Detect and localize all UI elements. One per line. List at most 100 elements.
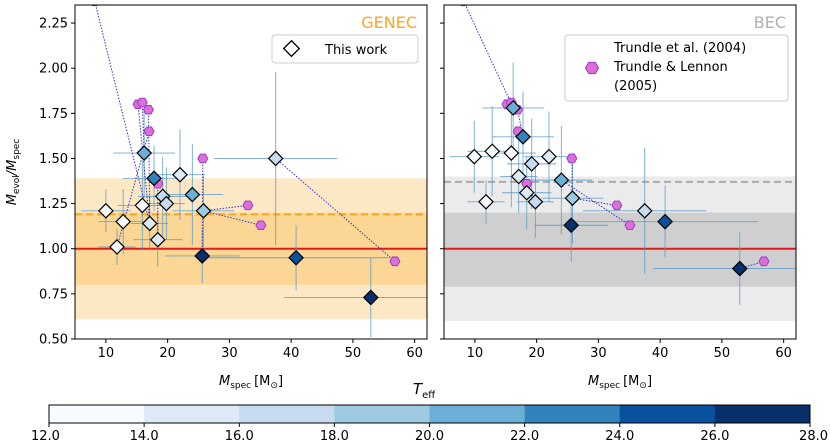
data-point: [523, 155, 540, 172]
colorbar-tick-label: 16.0: [225, 429, 254, 442]
x-tick-label: 60: [775, 346, 792, 361]
data-point: [184, 186, 201, 203]
x-tick-label: 40: [652, 346, 669, 361]
colorbar-bin: [144, 405, 240, 423]
data-point: [288, 249, 305, 266]
data-point: [149, 231, 166, 248]
literature-point: [255, 220, 267, 231]
x-tick-label: 20: [528, 346, 545, 361]
y-label-sub: evol: [12, 175, 22, 194]
genec-title: GENEC: [361, 13, 417, 32]
x-tick-label: 10: [98, 346, 115, 361]
y-tick-label: 2.00: [39, 62, 68, 77]
data-point: [484, 143, 501, 160]
genec-legend-label: This work: [324, 43, 388, 58]
x-label-sun: ⊙: [639, 381, 647, 391]
colorbar-tick-label: 12.0: [31, 429, 60, 442]
this-work-marker: [282, 39, 301, 58]
literature-point: [758, 256, 770, 267]
literature-point: [242, 200, 254, 211]
data-point: [503, 145, 520, 161]
x-tick-label: 50: [345, 346, 362, 361]
colorbar-bin: [334, 405, 430, 423]
data-point: [97, 202, 114, 219]
colorbar-tick-label: 24.0: [605, 429, 634, 442]
x-tick-label: 40: [283, 346, 300, 361]
data-point: [564, 190, 581, 207]
colorbar-bin: [619, 405, 716, 423]
literature-link: [203, 204, 248, 212]
bec-axes: 10 20 30 40 50 60: [440, 22, 792, 361]
colorbar-bin: [239, 405, 335, 423]
data-point: [109, 239, 125, 255]
bec-x-axis-label: Mspec [M⊙]: [588, 374, 652, 391]
data-point: [731, 260, 748, 277]
data-point: [172, 166, 188, 183]
data-point: [136, 145, 153, 161]
bec-title: BEC: [754, 13, 786, 32]
bec-plot-frame: [443, 4, 797, 340]
bec-legend-label-1: Trundle et al. (2004): [613, 41, 746, 56]
bec-legend-label-2: Trundle & Lennon: [613, 60, 728, 75]
data-point: [362, 289, 379, 306]
data-point: [115, 213, 132, 230]
literature-point: [197, 153, 209, 164]
genec-x-axis-label: Mspec [M⊙]: [219, 374, 283, 391]
y-label-sep: /M: [5, 160, 20, 177]
data-point: [657, 213, 674, 230]
x-tick-label: 10: [467, 346, 484, 361]
data-point: [194, 248, 211, 264]
literature-link: [464, 5, 514, 109]
x-label-m: M: [588, 374, 599, 389]
data-point: [553, 172, 570, 189]
bec-legend: Trundle et al. (2004) Trundle & Lennon (…: [564, 34, 789, 102]
x-label-unit: [M: [254, 374, 270, 389]
data-point: [478, 193, 494, 210]
y-tick-label: 2.25: [39, 17, 68, 32]
bec-uncertainty-bands: [444, 176, 796, 321]
literature-link: [203, 210, 262, 226]
y-tick-label: 0.75: [39, 287, 68, 302]
colorbar-label: Teff: [413, 380, 436, 401]
y-tick-label: 1.75: [39, 107, 68, 122]
y-tick-label: 1.50: [39, 152, 68, 167]
data-point: [518, 184, 535, 201]
bec-data-points: [460, 5, 770, 277]
data-point: [541, 148, 557, 165]
colorbar-tick-label: 22.0: [510, 429, 539, 442]
literature-point: [143, 126, 155, 137]
literature-point: [566, 153, 578, 164]
x-label-close: ]: [278, 374, 283, 389]
data-point: [146, 170, 162, 187]
x-tick-label: 30: [590, 346, 607, 361]
data-point: [505, 99, 522, 116]
y-tick-label: 1.00: [39, 242, 68, 257]
y-axis-label: Mevol/Mspec: [5, 139, 22, 206]
data-point: [527, 193, 544, 210]
x-label-sub: spec: [599, 381, 620, 391]
colorbar-tick-label: 18.0: [320, 429, 349, 442]
genec-legend-box: [271, 34, 419, 64]
genec-data-points: [91, 5, 401, 306]
literature-link: [95, 5, 151, 224]
colorbar-tick-label: 28.0: [799, 429, 828, 442]
colorbar: 12.0 14.0 16.0 18.0 20.0 22.0 24.0 26.0 28.0: [31, 404, 828, 442]
x-label-sun: ⊙: [270, 381, 278, 391]
colorbar-tick-label: 14.0: [130, 429, 159, 442]
colorbar-bin: [714, 405, 811, 423]
bec-legend-label-3: (2005): [614, 79, 657, 94]
literature-link: [275, 158, 396, 262]
y-tick-label: 1.25: [39, 197, 68, 212]
data-point: [636, 202, 653, 219]
data-point: [563, 217, 580, 234]
literature-point: [624, 220, 636, 231]
colorbar-bin: [49, 405, 145, 423]
data-point: [158, 195, 175, 212]
genec-axes: 10 20 30 40 50 60 0.50 0.75 1.00 1.25 1.50 1.75 2.00…: [39, 17, 423, 361]
data-point: [466, 148, 483, 165]
colorbar-label-sub: eff: [422, 390, 436, 401]
colorbar-bin: [524, 405, 621, 423]
genec-plot-frame: [74, 4, 428, 340]
x-tick-label: 60: [406, 346, 423, 361]
